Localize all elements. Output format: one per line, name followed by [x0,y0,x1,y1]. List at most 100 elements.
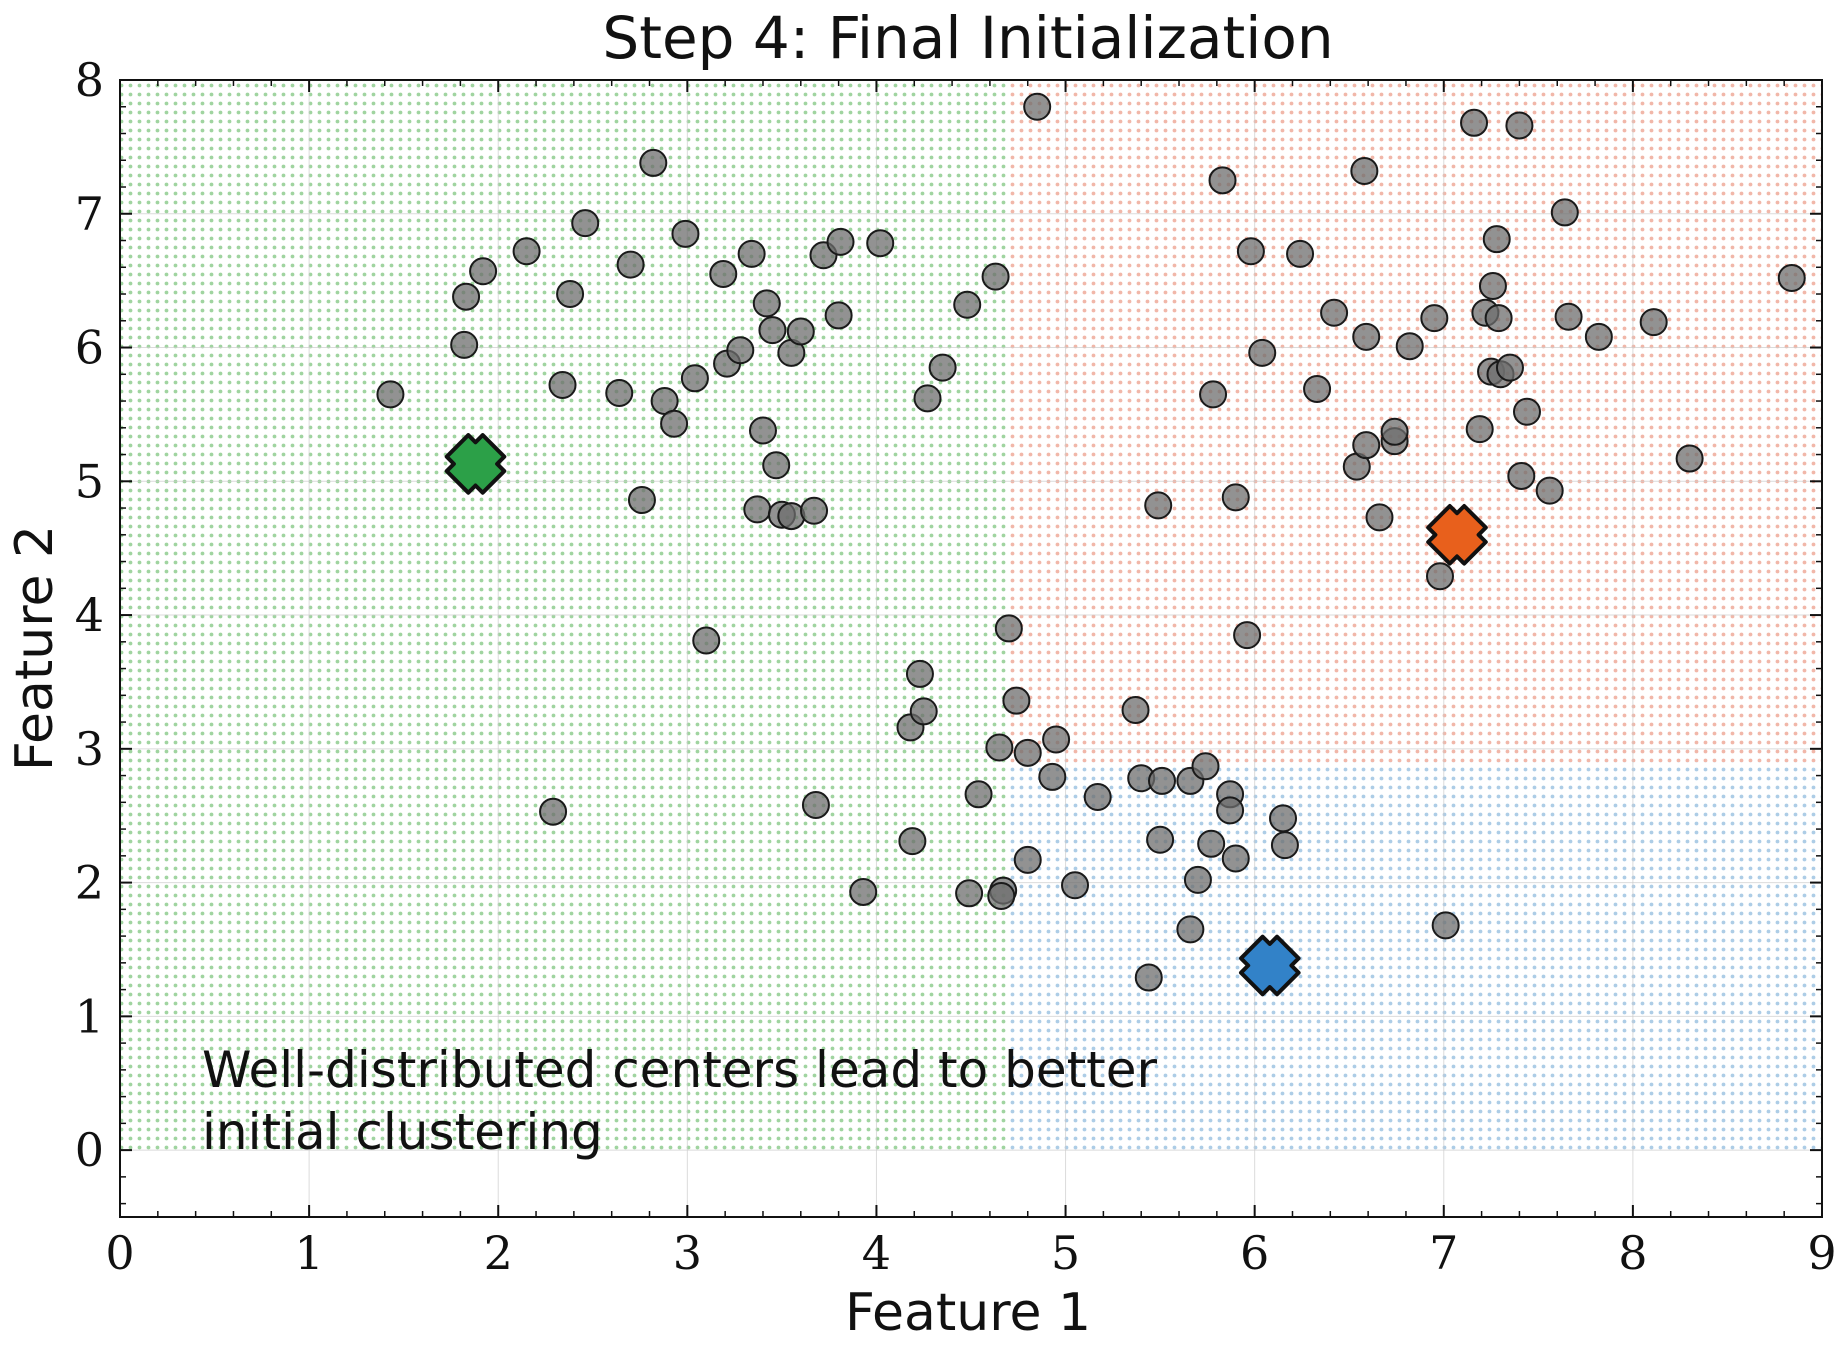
data-point [1061,871,1090,900]
data-point [571,209,600,238]
blue-center [1239,934,1301,997]
data-point [1197,829,1226,858]
data-point [1507,461,1536,490]
annotation-line-2: initial clustering [202,1103,603,1161]
data-point [964,780,993,809]
data-point [627,486,656,515]
x-axis-label: Feature 1 [845,1283,1091,1343]
data-point [1221,483,1250,512]
data-point [1183,865,1212,894]
data-point [1777,263,1806,292]
data-point [1208,166,1237,195]
data-point [1286,239,1315,268]
x-tick-label: 2 [484,1226,513,1280]
data-point [1269,804,1298,833]
data-point [905,659,934,688]
data-point [1013,845,1042,874]
data-point [1146,825,1175,854]
data-point [928,353,957,382]
data-point [1584,322,1613,351]
data-point [548,370,577,399]
blue-region [1008,762,1822,1151]
data-point [1013,738,1042,767]
y-axis-label: Feature 2 [5,525,65,771]
chart-title: Step 4: Final Initialization [602,4,1333,72]
data-point [1352,431,1381,460]
data-point [680,364,709,393]
y-tick-label: 3 [75,722,104,776]
data-point [605,379,634,408]
data-point [450,330,479,359]
data-point [1420,304,1449,333]
x-tick-label: 4 [862,1226,891,1280]
data-point [1216,796,1245,825]
data-point [1365,503,1394,532]
data-points [376,92,1806,992]
data-point [639,148,668,177]
green-center [444,433,507,495]
data-point [985,733,1014,762]
y-tick-label: 5 [75,454,104,508]
data-point [1083,782,1112,811]
data-point [1482,225,1511,254]
data-point [1639,308,1668,337]
x-tick-label: 5 [1051,1226,1080,1280]
data-point [1352,322,1381,351]
data-point [556,280,585,309]
data-point [469,257,498,286]
data-point [1320,298,1349,327]
data-point [1465,415,1494,444]
data-point [786,317,815,346]
data-point [1191,752,1220,781]
data-point [913,384,942,413]
data-point [709,259,738,288]
data-point [1023,92,1052,121]
data-point [1478,271,1507,300]
data-point [866,229,895,258]
data-point [539,797,568,826]
data-point [737,239,766,268]
data-point [726,336,755,365]
data-point [1248,338,1277,367]
data-point [743,495,772,524]
y-tick-label: 4 [75,588,104,642]
data-point [671,219,700,248]
data-point [1550,198,1579,227]
data-point [1121,696,1150,725]
data-point [826,227,855,256]
data-point [452,282,481,311]
data-point [1002,686,1031,715]
data-point [1042,725,1071,754]
data-point [800,496,829,525]
x-tick-label: 7 [1429,1226,1458,1280]
data-point [1350,156,1379,185]
x-tick-label: 3 [673,1226,702,1280]
data-point [777,502,806,531]
x-tick-label: 8 [1618,1226,1647,1280]
data-point [1425,562,1454,591]
data-point [660,409,689,438]
data-point [849,877,878,906]
data-point [981,262,1010,291]
red-region [1008,80,1822,763]
cluster-centers [444,433,1488,997]
annotation-line-1: Well-distributed centers lead to better [202,1041,1158,1099]
x-tick-label: 0 [105,1226,134,1280]
x-tick-label: 9 [1807,1226,1836,1280]
data-point [752,289,781,318]
y-tick-label: 7 [75,187,104,241]
data-point [1303,374,1332,403]
data-point [1221,844,1250,873]
data-point [512,237,541,266]
data-point [824,301,853,330]
data-point [692,626,721,655]
y-tick-label: 1 [75,989,104,1043]
data-point [1134,963,1163,992]
data-point [1460,108,1489,137]
data-point [748,416,777,445]
data-point [1270,831,1299,860]
data-point [1431,911,1460,940]
data-point [1233,621,1262,650]
data-point [1199,380,1228,409]
data-point [762,451,791,480]
